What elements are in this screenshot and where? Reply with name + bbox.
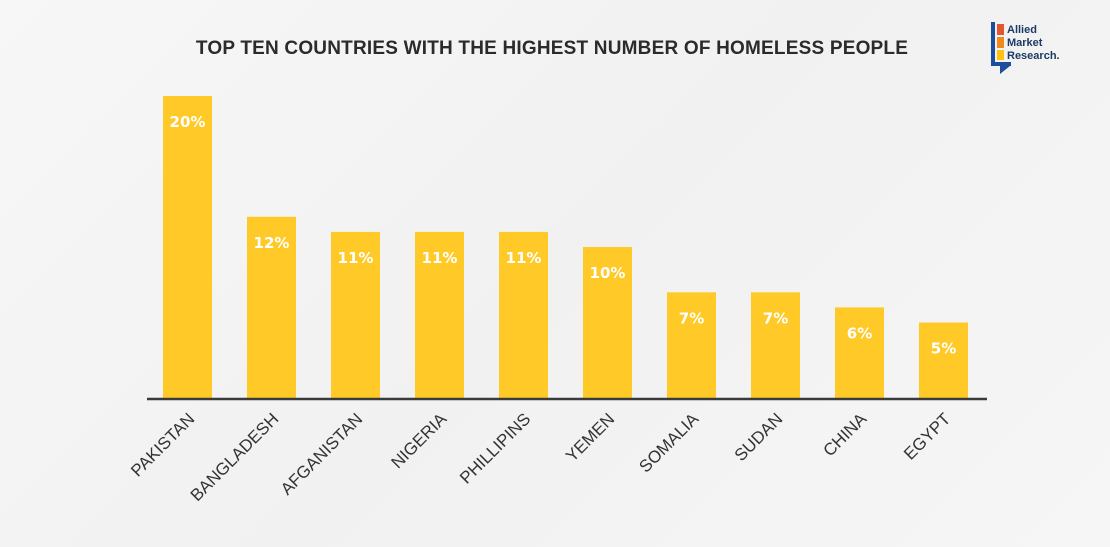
logo: Allied Market Research.	[991, 22, 1060, 74]
data-label-china: 6%	[847, 324, 872, 342]
logo-line-3: Research.	[1007, 50, 1060, 62]
bar-china	[835, 307, 884, 398]
bar-somalia	[667, 292, 716, 398]
x-tick-china: CHINA	[819, 409, 870, 460]
x-tick-egypt: EGYPT	[900, 409, 954, 463]
x-tick-somalia: SOMALIA	[635, 409, 702, 476]
data-label-phillipins: 11%	[506, 249, 542, 267]
bar-afganistan	[331, 231, 380, 398]
x-tick-pakistan: PAKISTAN	[127, 409, 198, 480]
x-tick-afganistan: AFGANISTAN	[277, 409, 366, 498]
data-label-nigeria: 11%	[422, 249, 458, 267]
data-label-afganistan: 11%	[338, 249, 374, 267]
bar-sudan	[751, 292, 800, 398]
bar-pakistan	[163, 96, 212, 398]
logo-frame	[991, 62, 1011, 66]
x-tick-sudan: SUDAN	[731, 409, 787, 465]
logo-pointer	[1000, 66, 1010, 74]
bar-labels: 20% 12% 11% 11% 11% 10% 7% 7% 6% 5%	[170, 113, 957, 358]
logo-block-orange	[997, 37, 1004, 48]
logo-block-red	[997, 24, 1004, 35]
x-tick-bangladesh: BANGLADESH	[187, 409, 283, 505]
chart-title: TOP TEN COUNTRIES WITH THE HIGHEST NUMBE…	[196, 38, 908, 59]
logo-block-yellow	[997, 50, 1004, 60]
data-label-somalia: 7%	[679, 309, 704, 327]
bar-nigeria	[415, 231, 464, 398]
data-label-egypt: 5%	[931, 340, 956, 358]
data-label-sudan: 7%	[763, 309, 788, 327]
bar-phillipins	[499, 231, 548, 398]
logo-frame	[991, 22, 995, 66]
data-label-yemen: 10%	[590, 264, 626, 282]
data-label-pakistan: 20%	[170, 113, 206, 131]
bar-egypt	[919, 322, 968, 398]
x-tick-phillipins: PHILLIPINS	[456, 409, 534, 487]
bar-bangladesh	[247, 216, 296, 398]
x-tick-yemen: YEMEN	[562, 409, 618, 465]
bars	[163, 96, 968, 398]
data-label-bangladesh: 12%	[254, 234, 290, 252]
x-tick-nigeria: NIGERIA	[387, 409, 450, 472]
bar-yemen	[583, 247, 632, 398]
logo-line-1: Allied	[1007, 24, 1037, 36]
logo-line-2: Market	[1007, 37, 1043, 49]
